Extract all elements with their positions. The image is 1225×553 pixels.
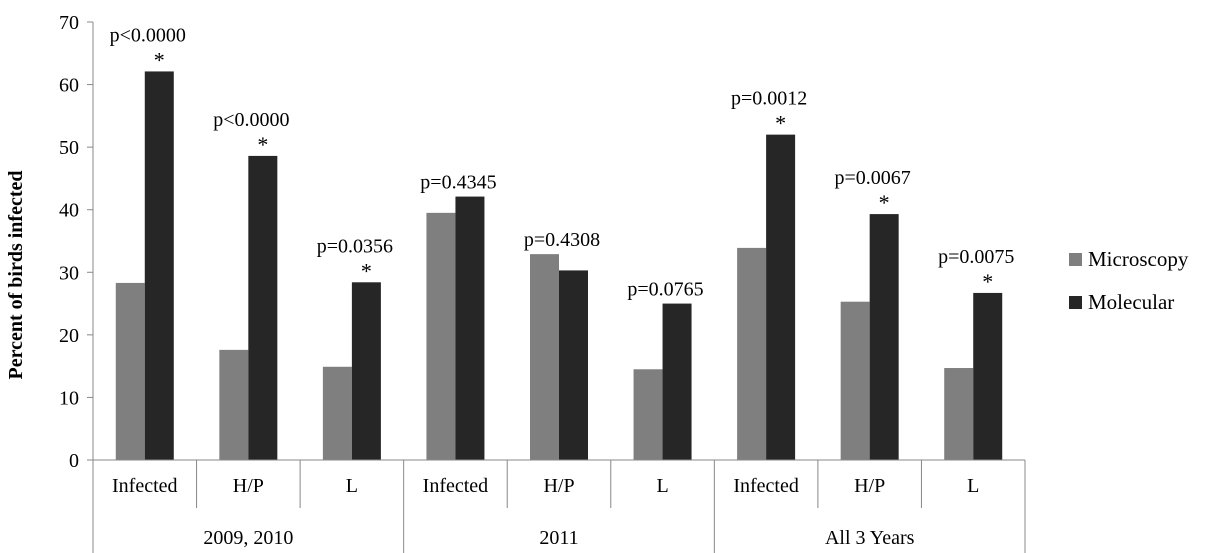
bar-microscopy-5	[633, 369, 663, 460]
bar-molecular-2	[351, 282, 381, 460]
y-tick-label: 20	[59, 325, 79, 347]
legend-label: Molecular	[1088, 290, 1174, 314]
group-label: 2009, 2010	[203, 527, 293, 549]
bar-microscopy-4	[530, 254, 559, 460]
bar-molecular-4	[559, 270, 588, 460]
bar-microscopy-3	[426, 212, 456, 460]
category-label: L	[346, 475, 358, 497]
p-value-label: p=0.0356	[317, 235, 393, 257]
bar-molecular-0	[144, 71, 174, 460]
category-label: H/P	[233, 475, 264, 497]
category-label: H/P	[543, 475, 574, 497]
bar-microscopy-2	[322, 366, 352, 460]
category-label: L	[967, 475, 979, 497]
y-tick-label: 0	[69, 450, 79, 472]
significance-star: *	[257, 132, 268, 157]
legend-label: Microscopy	[1088, 247, 1189, 271]
y-tick-label: 50	[59, 137, 79, 159]
y-axis-title: Percent of birds infected	[5, 170, 27, 379]
bar-molecular-1	[248, 155, 278, 460]
category-label: Infected	[423, 475, 489, 497]
p-value-label: p=0.0012	[731, 88, 807, 110]
p-value-label: p<0.0000	[110, 24, 186, 46]
legend-swatch-molecular	[1069, 296, 1082, 309]
significance-star: *	[775, 111, 786, 136]
category-label: H/P	[854, 475, 885, 497]
bar-microscopy-1	[219, 349, 249, 460]
y-tick-label: 40	[59, 200, 79, 222]
annotations: *p<0.0000*p<0.0000*p=0.0356p=0.4345p=0.4…	[110, 24, 1015, 300]
y-axis: 0 10 20 30 40 50 60 70	[59, 12, 94, 472]
y-tick-label: 10	[59, 387, 79, 409]
bar-molecular-7	[869, 214, 899, 460]
bar-microscopy-0	[115, 282, 145, 460]
significance-star: *	[982, 269, 993, 294]
significance-star: *	[154, 47, 165, 72]
p-value-label: p=0.0765	[627, 279, 703, 301]
significance-star: *	[361, 258, 372, 283]
bar-microscopy-7	[840, 301, 870, 460]
category-label: Infected	[733, 475, 799, 497]
bar-molecular-3	[455, 196, 485, 460]
category-label: Infected	[112, 475, 178, 497]
p-value-label: p<0.0000	[213, 109, 289, 131]
y-tick-label: 70	[59, 12, 79, 34]
y-tick-label: 30	[59, 262, 79, 284]
bars	[115, 71, 1003, 460]
y-tick-label: 60	[59, 75, 79, 97]
legend-swatch-microscopy	[1069, 253, 1082, 266]
bar-molecular-8	[973, 292, 1003, 460]
group-label: 2011	[539, 527, 578, 549]
p-value-label: p=0.0067	[835, 167, 911, 189]
p-value-label: p=0.0075	[938, 246, 1014, 268]
p-value-label: p=0.4345	[420, 172, 496, 194]
legend: Microscopy Molecular	[1069, 247, 1189, 314]
bar-microscopy-6	[737, 247, 767, 460]
p-value-label: p=0.4308	[524, 229, 600, 251]
bar-molecular-6	[766, 134, 796, 460]
significance-star: *	[879, 190, 890, 215]
bar-molecular-5	[662, 303, 692, 460]
group-label: All 3 Years	[825, 527, 915, 549]
bar-microscopy-8	[944, 368, 974, 460]
x-axis: Infected H/P L Infected H/P L Infected H/P L 2009…	[92, 459, 1026, 553]
category-label: L	[656, 475, 668, 497]
